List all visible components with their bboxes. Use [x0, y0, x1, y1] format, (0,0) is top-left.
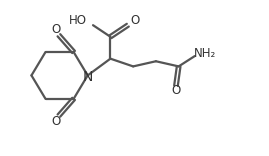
Text: O: O: [171, 84, 180, 97]
Text: HO: HO: [69, 14, 87, 27]
Text: N: N: [83, 70, 93, 84]
Text: O: O: [130, 14, 140, 27]
Text: NH₂: NH₂: [194, 46, 216, 59]
Text: O: O: [51, 115, 60, 128]
Text: O: O: [51, 23, 60, 36]
